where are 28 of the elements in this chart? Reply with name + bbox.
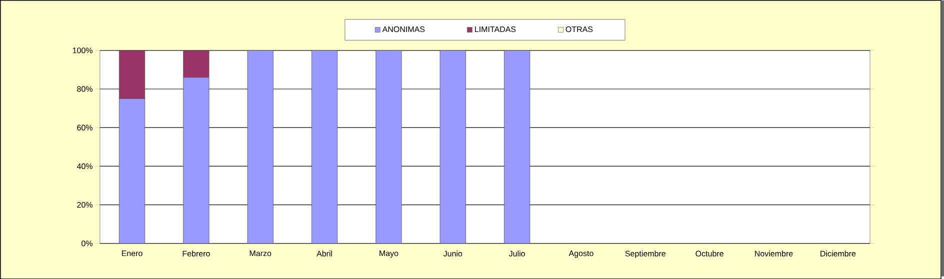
x-tick-label: Febrero xyxy=(182,250,210,256)
x-tick-label: Septiembre xyxy=(625,250,666,258)
bar xyxy=(376,50,402,244)
y-tick-label: 60% xyxy=(77,124,92,130)
x-tick-label: Noviembre xyxy=(755,250,793,256)
x-tick-label: Mayo xyxy=(380,250,398,258)
x-tick-label: Agosto xyxy=(568,250,594,258)
x-tick-label: Enero xyxy=(122,250,142,256)
y-tick-label: 20% xyxy=(77,202,92,208)
bar xyxy=(440,50,466,244)
bar xyxy=(311,50,338,244)
bar xyxy=(183,77,210,244)
y-tick-label: 100% xyxy=(72,47,92,54)
bar xyxy=(504,50,530,244)
legend-label: LIMITADAS xyxy=(475,26,516,32)
y-tick-label: 40% xyxy=(76,163,92,169)
y-tick-label: 0% xyxy=(82,240,93,246)
legend-label: OTRAS xyxy=(566,26,593,32)
bar xyxy=(247,50,274,244)
x-tick-label: Diciembre xyxy=(820,250,856,256)
x-tick-label: Marzo xyxy=(250,250,272,256)
x-tick-label: Octubre xyxy=(696,250,724,256)
x-tick-label: Julio xyxy=(508,250,525,256)
x-tick-label: Junio xyxy=(443,250,462,256)
x-tick-label: Abril xyxy=(316,250,332,256)
y-tick-label: 80% xyxy=(77,86,92,92)
bar xyxy=(118,98,146,244)
legend-label: ANONIMAS xyxy=(382,26,425,32)
